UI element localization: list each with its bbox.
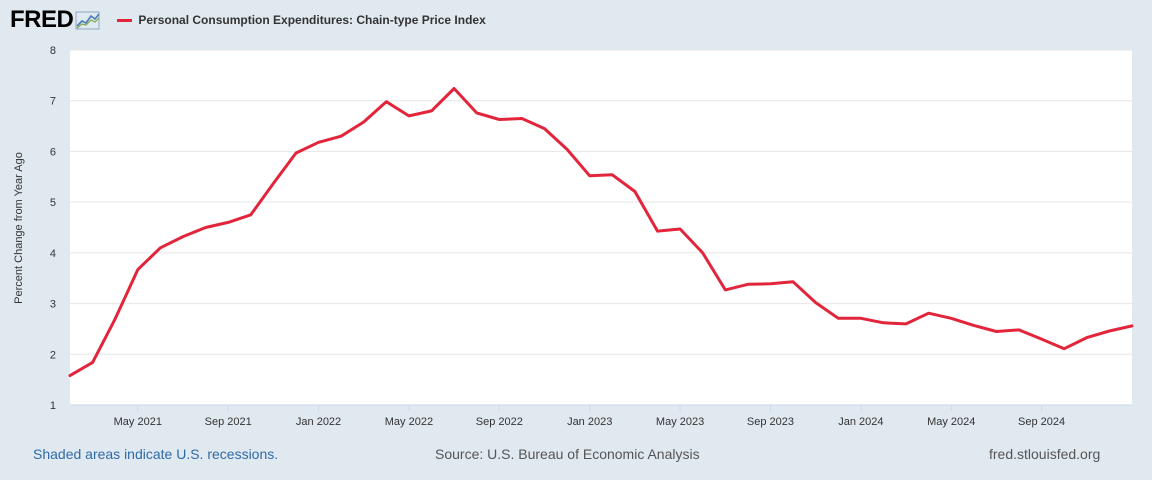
y-tick-label: 3 [50,299,56,311]
y-tick-label: 5 [50,197,56,209]
x-tick-label: May 2021 [114,416,162,428]
fred-logo[interactable]: FRED [10,6,74,33]
y-tick-label: 8 [50,45,56,57]
legend-label: Personal Consumption Expenditures: Chain… [138,13,486,27]
x-axis-ticks: May 2021 Sep 2021 Jan 2022 May 2022 Sep 2022… [114,405,1065,428]
y-tick-label: 6 [50,146,56,158]
x-tick-label: May 2022 [385,416,433,428]
header: FRED Personal Consumption Expenditures: … [10,7,486,33]
y-axis-label: Percent Change from Year Ago [13,152,25,304]
y-axis-ticks: 1 2 3 4 5 6 7 8 [50,45,56,412]
y-tick-label: 1 [50,400,56,412]
x-tick-label: Jan 2024 [838,416,883,428]
site-link[interactable]: fred.stlouisfed.org [989,446,1101,462]
x-tick-label: Sep 2022 [476,416,523,428]
legend[interactable]: Personal Consumption Expenditures: Chain… [117,13,486,27]
y-tick-label: 2 [50,349,56,361]
x-tick-label: Sep 2023 [747,416,794,428]
y-tick-label: 4 [50,248,56,260]
y-tick-label: 7 [50,96,56,108]
legend-swatch [117,18,133,22]
x-tick-label: May 2024 [927,416,975,428]
chart-trend-icon [75,11,100,30]
x-tick-label: Sep 2021 [205,416,252,428]
series-line-pce[interactable] [68,87,1134,378]
gridlines [70,49,1132,355]
x-tick-label: Jan 2023 [567,416,612,428]
x-tick-label: Jan 2022 [296,416,341,428]
x-tick-label: Sep 2024 [1018,416,1065,428]
recession-note[interactable]: Shaded areas indicate U.S. recessions. [33,446,279,462]
x-tick-label: May 2023 [656,416,704,428]
plot-area [70,50,1132,405]
source-note: Source: U.S. Bureau of Economic Analysis [435,446,700,462]
